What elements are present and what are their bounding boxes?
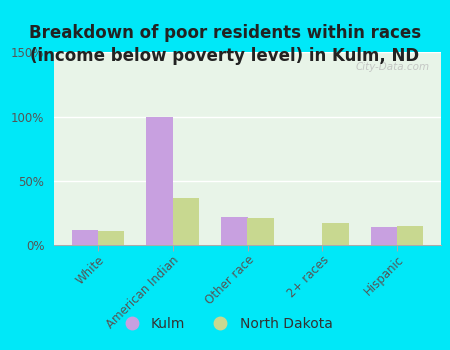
Bar xyxy=(397,226,423,245)
Bar xyxy=(248,218,274,245)
Bar xyxy=(221,217,248,245)
Bar xyxy=(371,227,397,245)
Text: City-Data.com: City-Data.com xyxy=(355,62,429,72)
Text: Breakdown of poor residents within races
(income below poverty level) in Kulm, N: Breakdown of poor residents within races… xyxy=(29,25,421,65)
Bar xyxy=(322,223,349,245)
Legend: Kulm, North Dakota: Kulm, North Dakota xyxy=(112,311,338,336)
Bar xyxy=(146,117,173,245)
Bar xyxy=(72,230,98,245)
Bar xyxy=(173,197,199,245)
Bar xyxy=(98,231,124,245)
